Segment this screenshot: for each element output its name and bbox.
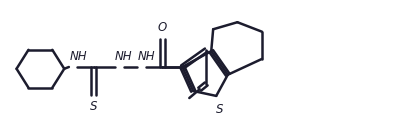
- Text: O: O: [158, 21, 167, 34]
- Text: S: S: [90, 100, 98, 113]
- Text: NH: NH: [137, 51, 155, 64]
- Text: S: S: [216, 103, 223, 116]
- Text: NH: NH: [115, 51, 133, 64]
- Text: NH: NH: [69, 51, 87, 64]
